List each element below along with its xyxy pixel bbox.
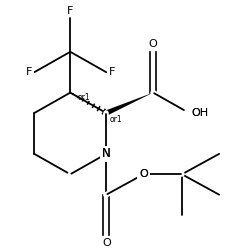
Text: N: N [102, 147, 110, 160]
Text: N: N [102, 147, 110, 160]
Text: OH: OH [191, 108, 208, 118]
Text: F: F [108, 67, 114, 77]
Text: N: N [102, 147, 110, 160]
Text: O: O [148, 40, 157, 50]
Text: O: O [102, 238, 110, 248]
Text: O: O [138, 169, 147, 179]
Text: or1: or1 [110, 114, 122, 124]
Text: F: F [108, 67, 114, 77]
Text: O: O [138, 169, 147, 179]
Text: F: F [26, 67, 32, 77]
Text: O: O [102, 238, 110, 248]
Text: F: F [67, 6, 73, 16]
Polygon shape [105, 93, 152, 116]
Text: F: F [67, 6, 73, 16]
Text: or1: or1 [77, 93, 90, 102]
Text: F: F [26, 67, 32, 77]
Text: OH: OH [191, 108, 208, 118]
Text: O: O [148, 40, 157, 50]
Text: OH: OH [191, 108, 208, 118]
Text: O: O [138, 169, 147, 179]
